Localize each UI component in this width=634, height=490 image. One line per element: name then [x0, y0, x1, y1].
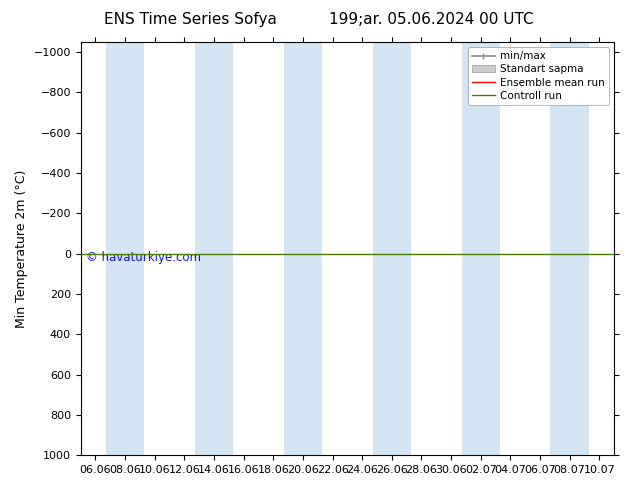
- Bar: [195, 42, 233, 455]
- Bar: [550, 42, 589, 455]
- Text: © havaturkiye.com: © havaturkiye.com: [86, 251, 201, 264]
- Text: 199;ar. 05.06.2024 00 UTC: 199;ar. 05.06.2024 00 UTC: [329, 12, 533, 27]
- Bar: [106, 42, 145, 455]
- Legend: min/max, Standart sapma, Ensemble mean run, Controll run: min/max, Standart sapma, Ensemble mean r…: [468, 47, 609, 105]
- Y-axis label: Min Temperature 2m (°C): Min Temperature 2m (°C): [15, 170, 28, 328]
- Bar: [462, 42, 500, 455]
- Bar: [373, 42, 411, 455]
- Text: ENS Time Series Sofya: ENS Time Series Sofya: [104, 12, 276, 27]
- Bar: [283, 42, 322, 455]
